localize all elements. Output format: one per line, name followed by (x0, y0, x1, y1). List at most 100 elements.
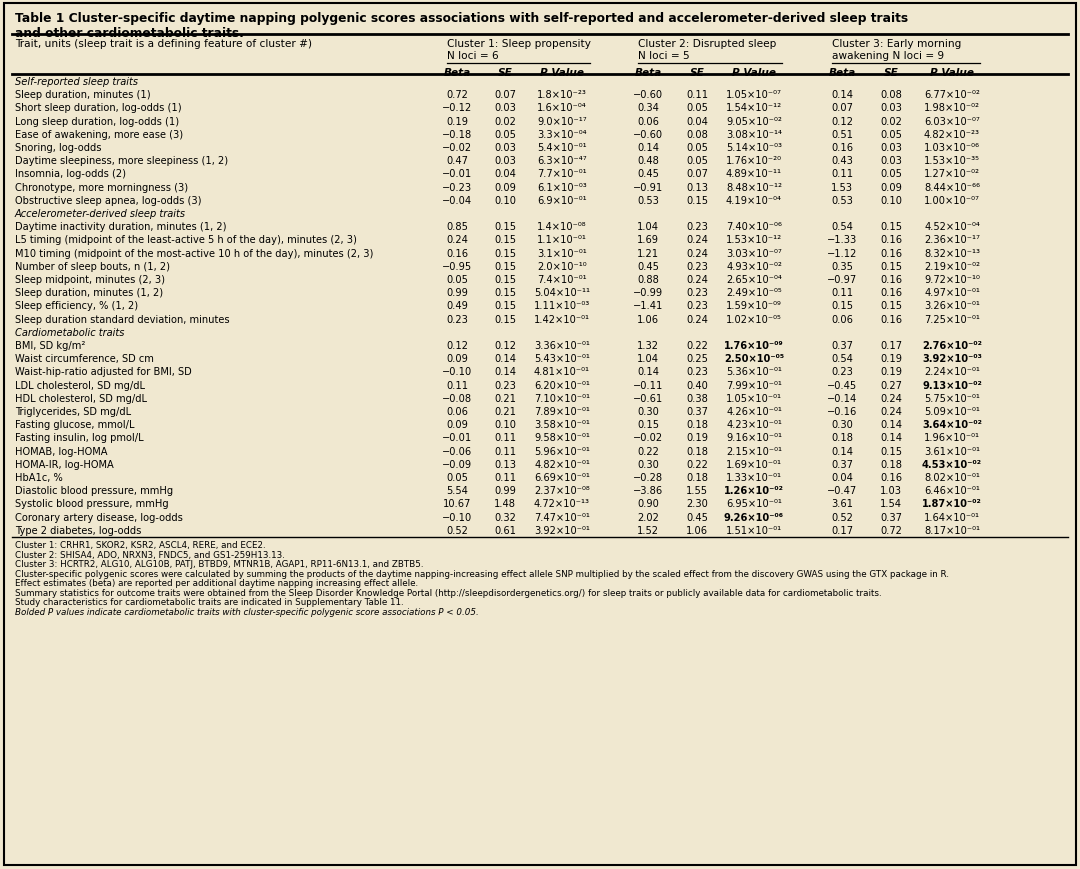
Text: −1.33: −1.33 (827, 235, 858, 245)
Text: 0.09: 0.09 (446, 354, 468, 364)
Text: Fasting insulin, log pmol/L: Fasting insulin, log pmol/L (15, 433, 144, 443)
Text: 5.43×10⁻⁰¹: 5.43×10⁻⁰¹ (535, 354, 590, 364)
Text: 0.37: 0.37 (832, 460, 853, 469)
Text: 5.36×10⁻⁰¹: 5.36×10⁻⁰¹ (726, 367, 782, 377)
Text: 1.55: 1.55 (686, 486, 708, 495)
Text: −0.09: −0.09 (442, 460, 472, 469)
Text: 3.58×10⁻⁰¹: 3.58×10⁻⁰¹ (535, 420, 590, 429)
Text: 1.05×10⁻⁰¹: 1.05×10⁻⁰¹ (726, 394, 782, 403)
Text: 5.14×10⁻⁰³: 5.14×10⁻⁰³ (726, 143, 782, 153)
Text: 0.04: 0.04 (494, 169, 516, 179)
Text: 0.08: 0.08 (686, 129, 707, 140)
Text: 0.06: 0.06 (637, 116, 659, 127)
Text: −0.23: −0.23 (442, 182, 472, 192)
Text: Fasting glucose, mmol/L: Fasting glucose, mmol/L (15, 420, 135, 429)
Text: 9.0×10⁻¹⁷: 9.0×10⁻¹⁷ (537, 116, 586, 127)
Text: 0.05: 0.05 (494, 129, 516, 140)
Text: 0.43: 0.43 (832, 156, 853, 166)
Text: Obstructive sleep apnea, log-odds (3): Obstructive sleep apnea, log-odds (3) (15, 196, 202, 206)
Text: 7.99×10⁻⁰¹: 7.99×10⁻⁰¹ (726, 380, 782, 390)
Text: L5 timing (midpoint of the least-active 5 h of the day), minutes (2, 3): L5 timing (midpoint of the least-active … (15, 235, 356, 245)
Text: 0.03: 0.03 (880, 103, 902, 113)
Text: Daytime inactivity duration, minutes (1, 2): Daytime inactivity duration, minutes (1,… (15, 222, 227, 232)
Text: 0.05: 0.05 (446, 473, 468, 482)
Text: 5.75×10⁻⁰¹: 5.75×10⁻⁰¹ (924, 394, 980, 403)
Text: P Value: P Value (732, 68, 777, 78)
Text: 5.54: 5.54 (446, 486, 468, 495)
Text: 0.14: 0.14 (831, 90, 853, 100)
Text: 0.15: 0.15 (494, 275, 516, 285)
Text: Effect estimates (beta) are reported per additional daytime napping increasing e: Effect estimates (beta) are reported per… (15, 579, 418, 587)
Text: 8.32×10⁻¹³: 8.32×10⁻¹³ (924, 249, 980, 258)
Text: 4.19×10⁻⁰⁴: 4.19×10⁻⁰⁴ (726, 196, 782, 206)
Text: 0.72: 0.72 (446, 90, 468, 100)
Text: 7.47×10⁻⁰¹: 7.47×10⁻⁰¹ (535, 512, 590, 522)
Text: 0.07: 0.07 (832, 103, 853, 113)
Text: 3.92×10⁻⁰³: 3.92×10⁻⁰³ (922, 354, 982, 364)
Text: 0.24: 0.24 (880, 394, 902, 403)
Text: −0.61: −0.61 (633, 394, 663, 403)
Text: 0.45: 0.45 (637, 262, 659, 271)
Text: 1.04: 1.04 (637, 354, 659, 364)
Text: 0.14: 0.14 (880, 433, 902, 443)
Text: 1.64×10⁻⁰¹: 1.64×10⁻⁰¹ (924, 512, 980, 522)
Text: SE: SE (883, 68, 899, 78)
Text: 0.14: 0.14 (494, 354, 516, 364)
Text: 6.95×10⁻⁰¹: 6.95×10⁻⁰¹ (726, 499, 782, 509)
Text: 0.03: 0.03 (494, 103, 516, 113)
Text: −0.45: −0.45 (827, 380, 858, 390)
Text: 8.02×10⁻⁰¹: 8.02×10⁻⁰¹ (924, 473, 980, 482)
Text: HDL cholesterol, SD mg/dL: HDL cholesterol, SD mg/dL (15, 394, 147, 403)
Text: Cluster 1: CRHR1, SKOR2, KSR2, ASCL4, RERE, and ECE2.: Cluster 1: CRHR1, SKOR2, KSR2, ASCL4, RE… (15, 541, 266, 549)
Text: HbA1c, %: HbA1c, % (15, 473, 63, 482)
Text: P Value: P Value (540, 68, 584, 78)
Text: 0.30: 0.30 (832, 420, 853, 429)
Text: 0.51: 0.51 (831, 129, 853, 140)
Text: 0.15: 0.15 (494, 301, 516, 311)
Text: 0.06: 0.06 (446, 407, 468, 416)
Text: 9.16×10⁻⁰¹: 9.16×10⁻⁰¹ (726, 433, 782, 443)
Text: 0.34: 0.34 (637, 103, 659, 113)
Text: 0.90: 0.90 (637, 499, 659, 509)
Text: 1.53×10⁻³⁵: 1.53×10⁻³⁵ (924, 156, 980, 166)
Text: 0.37: 0.37 (880, 512, 902, 522)
Text: 1.06: 1.06 (686, 525, 708, 535)
Text: −0.02: −0.02 (633, 433, 663, 443)
Text: 0.07: 0.07 (494, 90, 516, 100)
Text: 0.37: 0.37 (686, 407, 707, 416)
Text: 0.24: 0.24 (686, 275, 707, 285)
Text: 2.15×10⁻⁰¹: 2.15×10⁻⁰¹ (726, 446, 782, 456)
Text: 3.08×10⁻¹⁴: 3.08×10⁻¹⁴ (726, 129, 782, 140)
Text: −0.18: −0.18 (442, 129, 472, 140)
Text: 2.37×10⁻⁰⁸: 2.37×10⁻⁰⁸ (535, 486, 590, 495)
Text: 6.03×10⁻⁰⁷: 6.03×10⁻⁰⁷ (924, 116, 980, 127)
Text: 0.24: 0.24 (686, 315, 707, 324)
Text: Triglycerides, SD mg/dL: Triglycerides, SD mg/dL (15, 407, 131, 416)
Text: 0.10: 0.10 (494, 196, 516, 206)
Text: 1.98×10⁻⁰²: 1.98×10⁻⁰² (924, 103, 980, 113)
Text: Self-reported sleep traits: Self-reported sleep traits (15, 77, 138, 87)
Text: 0.15: 0.15 (494, 288, 516, 298)
Text: 0.14: 0.14 (637, 143, 659, 153)
Text: −0.08: −0.08 (442, 394, 472, 403)
Text: 6.3×10⁻⁴⁷: 6.3×10⁻⁴⁷ (537, 156, 586, 166)
Text: 4.52×10⁻⁰⁴: 4.52×10⁻⁰⁴ (924, 222, 980, 232)
Text: 0.15: 0.15 (880, 446, 902, 456)
Text: 10.67: 10.67 (443, 499, 471, 509)
Text: 1.54×10⁻¹²: 1.54×10⁻¹² (726, 103, 782, 113)
Text: 0.05: 0.05 (880, 169, 902, 179)
Text: 0.12: 0.12 (446, 341, 468, 350)
Text: 1.21: 1.21 (637, 249, 659, 258)
Text: 0.03: 0.03 (494, 156, 516, 166)
Text: Sleep duration, minutes (1, 2): Sleep duration, minutes (1, 2) (15, 288, 163, 298)
Text: 0.12: 0.12 (494, 341, 516, 350)
Text: Type 2 diabetes, log-odds: Type 2 diabetes, log-odds (15, 525, 141, 535)
Text: 0.24: 0.24 (446, 235, 468, 245)
Text: 3.03×10⁻⁰⁷: 3.03×10⁻⁰⁷ (726, 249, 782, 258)
Text: 0.11: 0.11 (446, 380, 468, 390)
Text: 0.22: 0.22 (686, 460, 707, 469)
Text: 0.45: 0.45 (637, 169, 659, 179)
Text: 0.09: 0.09 (446, 420, 468, 429)
Text: 9.13×10⁻⁰²: 9.13×10⁻⁰² (922, 380, 982, 390)
Text: 3.36×10⁻⁰¹: 3.36×10⁻⁰¹ (535, 341, 590, 350)
